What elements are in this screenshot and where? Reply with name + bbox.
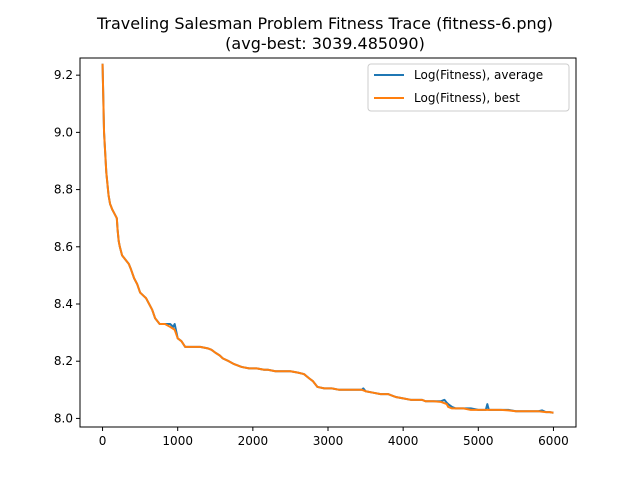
plot-lines [101,63,554,414]
x-tick-label: 6000 [538,434,569,448]
legend: Log(Fitness), average Log(Fitness), best [367,63,570,112]
x-tick-label: 1000 [162,434,193,448]
legend-label-best: Log(Fitness), best [414,91,520,105]
y-tick-label: 9.0 [54,125,73,139]
y-tick-label: 8.2 [54,354,73,368]
y-tick-label: 9.2 [54,68,73,82]
y-tick-label: 8.0 [54,411,73,425]
y-axis: 8.0 8.2 8.4 8.6 8.8 9.0 9.2 [54,68,80,425]
x-tick-label: 4000 [388,434,419,448]
chart-subtitle: (avg-best: 3039.485090) [225,34,425,53]
x-tick-label: 0 [99,434,107,448]
y-tick-label: 8.4 [54,297,73,311]
x-tick-label: 5000 [463,434,494,448]
series-line-1 [101,63,554,414]
chart-title: Traveling Salesman Problem Fitness Trace… [96,14,553,33]
y-tick-label: 8.6 [54,240,73,254]
legend-box [367,63,570,112]
x-axis: 0 1000 2000 3000 4000 5000 6000 [99,427,569,448]
legend-label-average: Log(Fitness), average [414,68,543,82]
y-tick-label: 8.8 [54,183,73,197]
x-tick-label: 2000 [238,434,269,448]
x-tick-label: 3000 [313,434,344,448]
